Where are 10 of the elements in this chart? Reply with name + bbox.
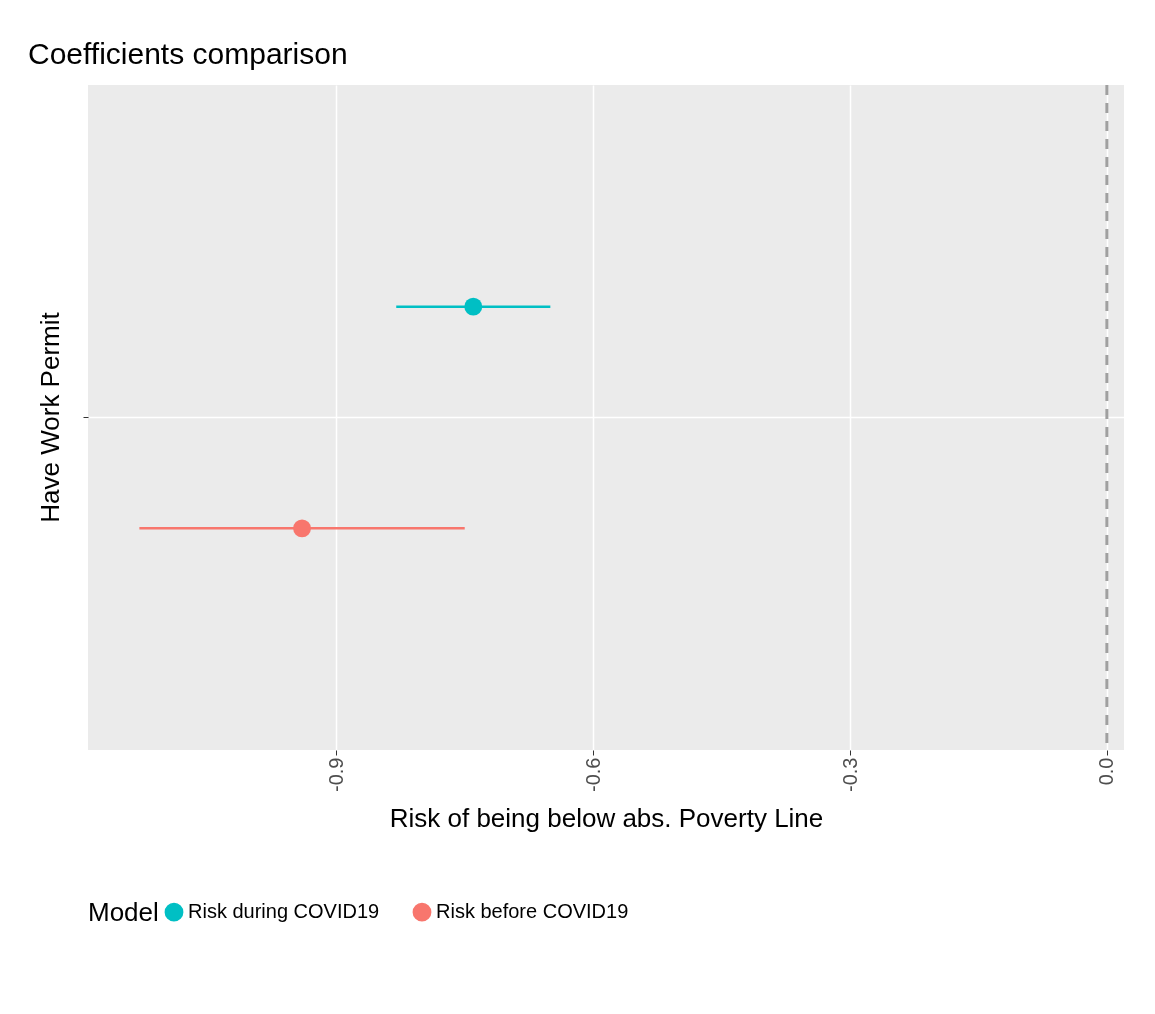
- legend-label: Risk before COVID19: [436, 900, 629, 923]
- chart-title: Coefficients comparison: [28, 36, 348, 70]
- x-tick-label: -0.9: [324, 757, 347, 792]
- legend-title: Model: [88, 897, 159, 927]
- y-tick-label: Have Work Permit: [34, 311, 65, 523]
- legend-label: Risk during COVID19: [188, 900, 380, 923]
- x-axis-title: Risk of being below abs. Poverty Line: [389, 802, 824, 833]
- x-tick-label: -0.3: [838, 757, 861, 792]
- x-tick-label: 0.0: [1095, 757, 1118, 786]
- x-tick-label: -0.6: [581, 757, 604, 792]
